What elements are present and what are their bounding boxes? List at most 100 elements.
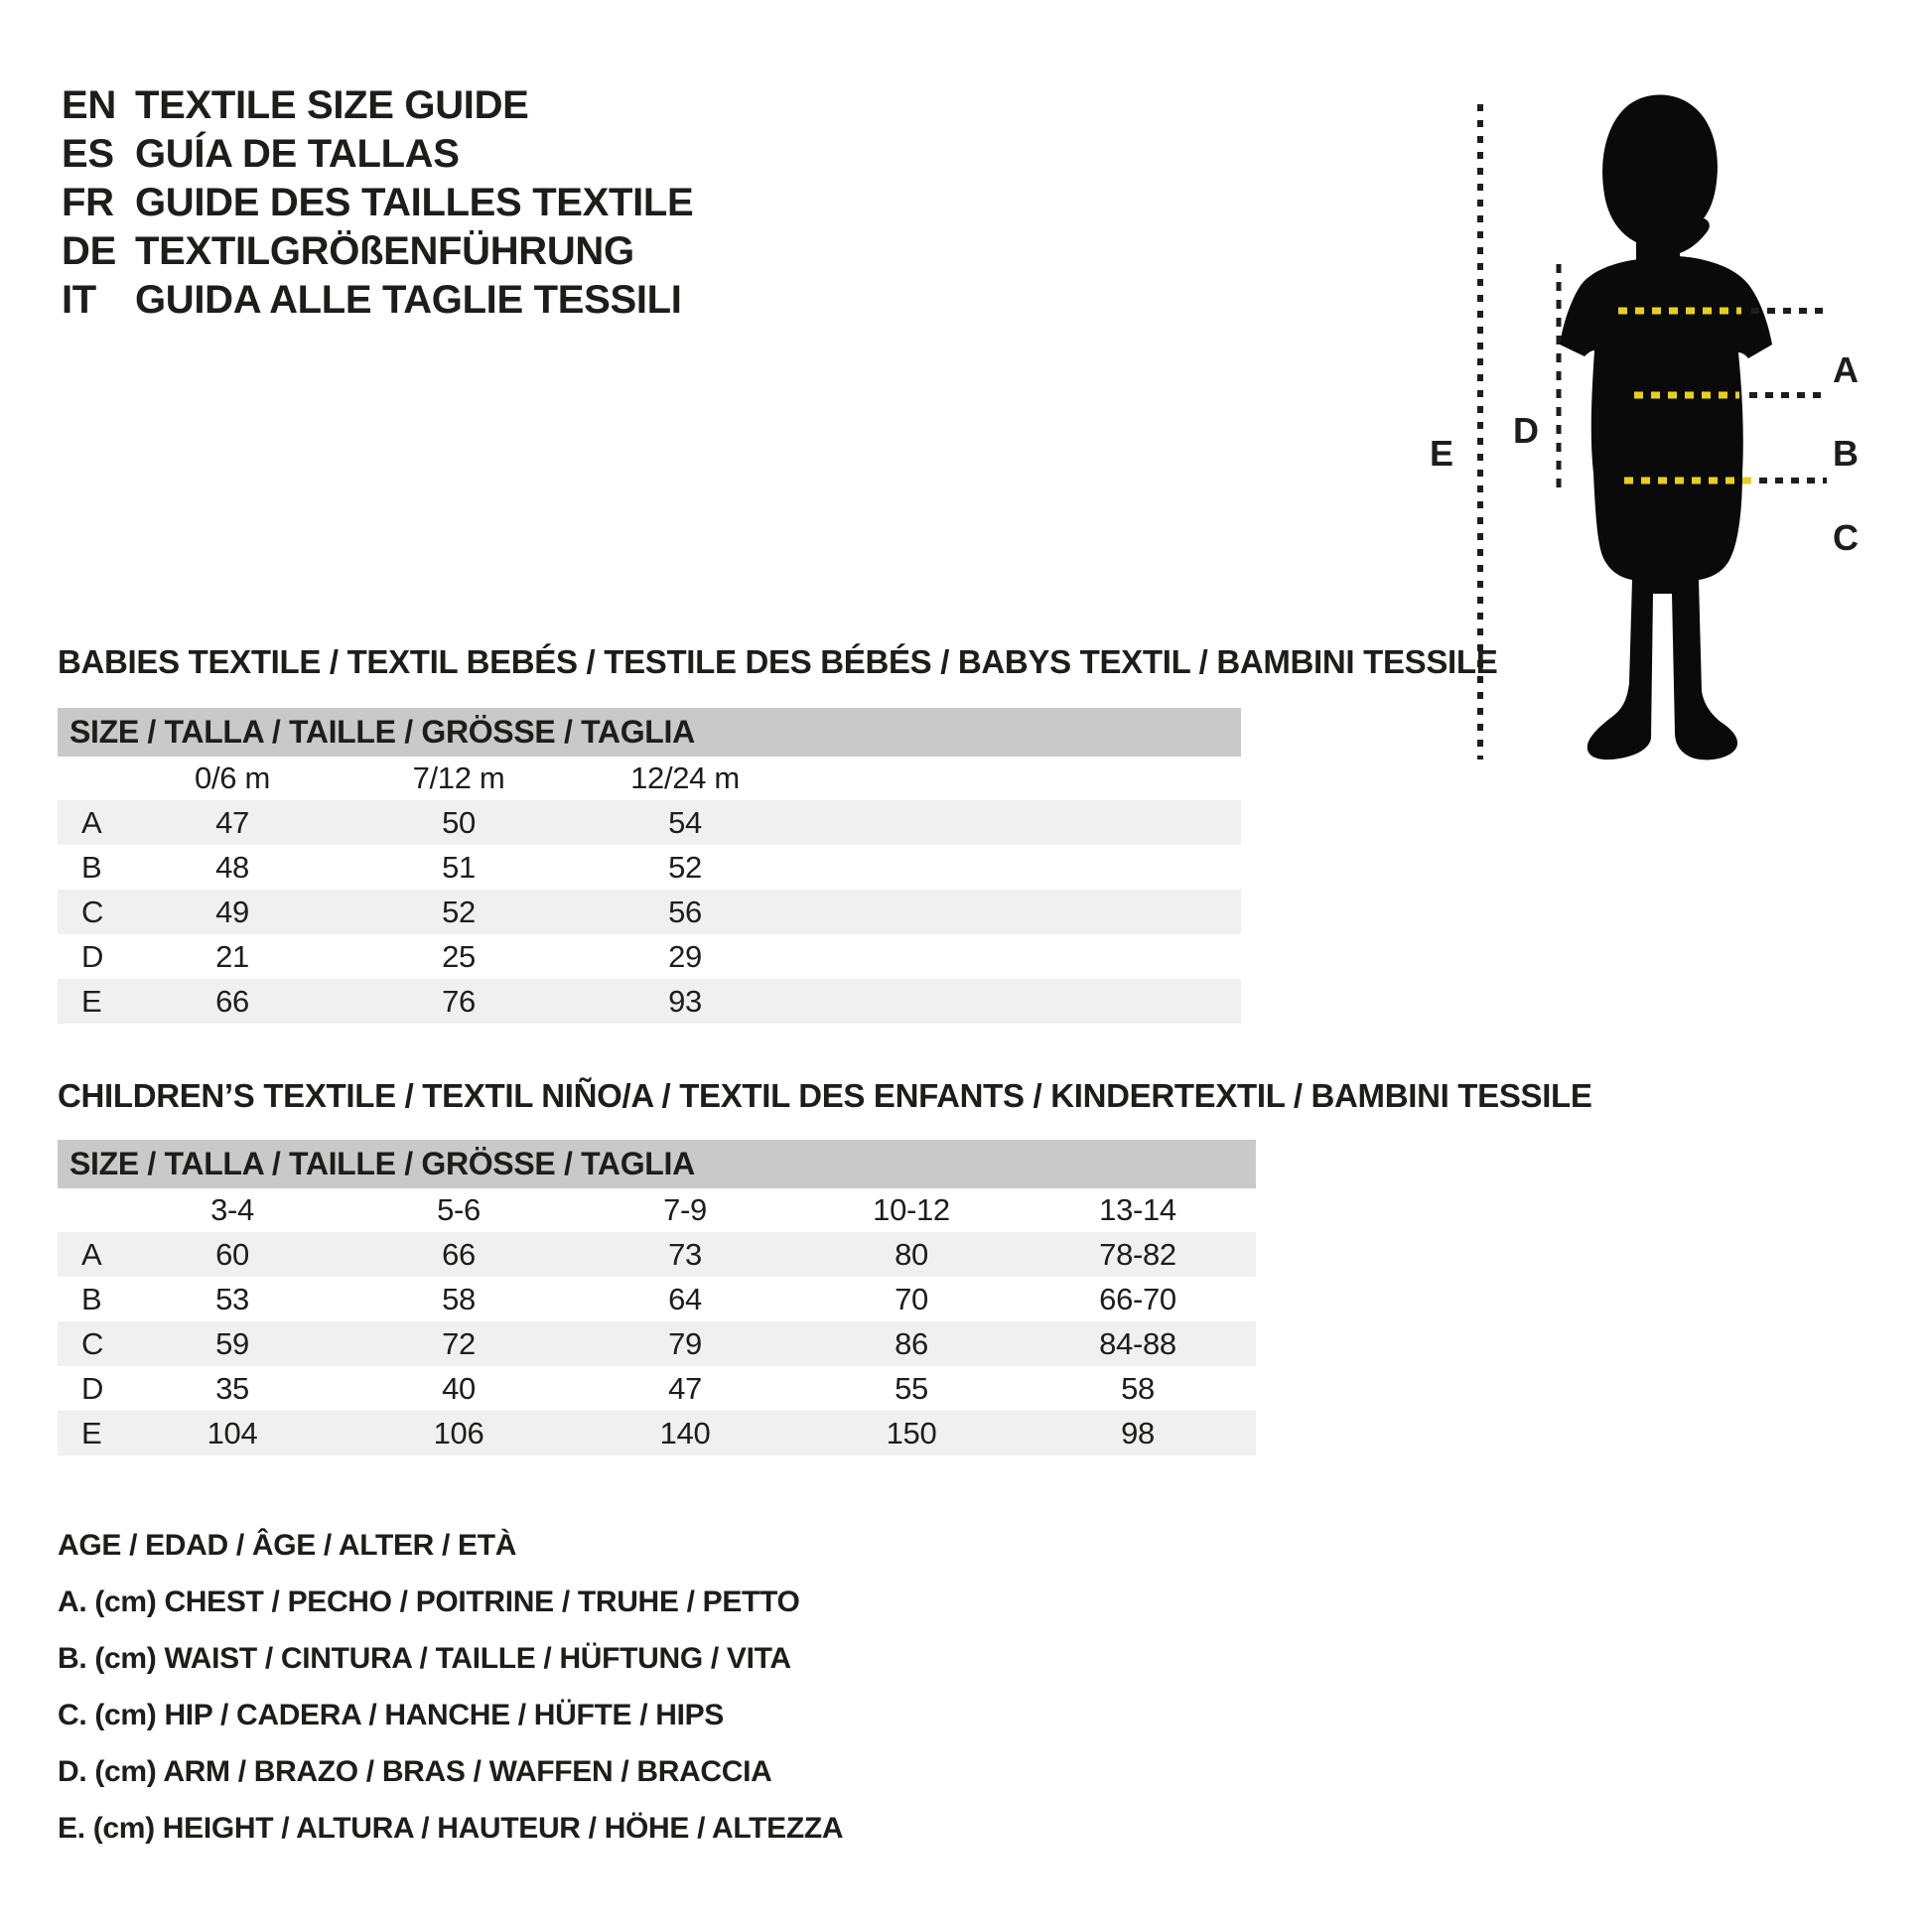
- language-title: GUÍA DE TALLAS: [135, 132, 460, 176]
- table-cell: 80: [895, 1236, 928, 1272]
- height-measure-label: E: [1430, 433, 1453, 474]
- table-cell: 51: [442, 849, 476, 885]
- table-cell: 150: [886, 1415, 937, 1450]
- language-title: TEXTILE SIZE GUIDE: [135, 83, 529, 127]
- babies-size-table: SIZE / TALLA / TAILLE / GRÖSSE / TAGLIA …: [58, 708, 1241, 1024]
- table-row: C 59 72 79 86 84-88: [58, 1321, 1256, 1366]
- row-label: B: [81, 849, 102, 885]
- table-cell: 60: [215, 1236, 249, 1272]
- table-row: D 35 40 47 55 58: [58, 1366, 1256, 1411]
- table-cell: 93: [668, 983, 702, 1019]
- language-code: ES: [62, 132, 114, 176]
- language-code: FR: [62, 181, 114, 224]
- column-header: 0/6 m: [195, 760, 270, 795]
- child-silhouette-icon: [1477, 94, 1827, 760]
- language-title: GUIDE DES TAILLES TEXTILE: [135, 181, 694, 224]
- language-header: EN TEXTILE SIZE GUIDE ES GUÍA DE TALLAS …: [62, 81, 694, 325]
- table-cell: 59: [215, 1325, 249, 1361]
- column-header: 10-12: [873, 1192, 950, 1227]
- measurement-diagram: A B C D E: [1410, 60, 1932, 834]
- babies-column-header-row: 0/6 m 7/12 m 12/24 m: [58, 757, 1241, 800]
- legend-age-line: AGE / EDAD / ÂGE / ALTER / ETÀ: [58, 1528, 517, 1562]
- table-cell: 52: [668, 849, 702, 885]
- language-row: DE TEXTILGRÖßENFÜHRUNG: [62, 227, 693, 276]
- language-code: IT: [62, 278, 96, 322]
- table-cell: 25: [442, 938, 476, 974]
- table-cell: 58: [442, 1281, 476, 1316]
- legend-hip-line: C. (cm) HIP / CADERA / HANCHE / HÜFTE / …: [58, 1698, 724, 1731]
- row-label: E: [81, 983, 102, 1019]
- language-row: FR GUIDE DES TAILLES TEXTILE: [62, 179, 694, 227]
- table-cell: 79: [668, 1325, 702, 1361]
- language-title: TEXTILGRÖßENFÜHRUNG: [135, 229, 634, 273]
- table-cell: 40: [442, 1370, 476, 1406]
- table-cell: 47: [215, 804, 249, 840]
- arm-measure-label: D: [1513, 410, 1539, 451]
- table-cell: 72: [442, 1325, 476, 1361]
- table-cell: 84-88: [1099, 1325, 1176, 1361]
- children-size-header-bar: SIZE / TALLA / TAILLE / GRÖSSE / TAGLIA: [58, 1140, 1256, 1188]
- language-code: DE: [62, 229, 116, 273]
- row-label: D: [81, 938, 104, 974]
- table-cell: 66-70: [1099, 1281, 1176, 1316]
- column-header: 12/24 m: [630, 760, 740, 795]
- babies-size-header-bar: SIZE / TALLA / TAILLE / GRÖSSE / TAGLIA: [58, 708, 1241, 757]
- table-row: C 49 52 56: [58, 890, 1241, 934]
- table-cell: 73: [668, 1236, 702, 1272]
- language-row: EN TEXTILE SIZE GUIDE: [62, 81, 693, 130]
- column-header: 5-6: [437, 1192, 481, 1227]
- row-label: A: [81, 1236, 102, 1272]
- table-row: A 60 66 73 80 78-82: [58, 1232, 1256, 1277]
- table-cell: 54: [668, 804, 702, 840]
- table-cell: 140: [659, 1415, 711, 1450]
- table-cell: 29: [668, 938, 702, 974]
- language-row: IT GUIDA ALLE TAGLIE TESSILI: [62, 276, 693, 325]
- table-row: E 104 106 140 150 98: [58, 1411, 1256, 1455]
- babies-section-title: BABIES TEXTILE / TEXTIL BEBÉS / TESTILE …: [58, 643, 1498, 680]
- children-section-title: CHILDREN’S TEXTILE / TEXTIL NIÑO/A / TEX…: [58, 1077, 1592, 1114]
- row-label: C: [81, 894, 104, 929]
- table-cell: 86: [895, 1325, 928, 1361]
- row-label: C: [81, 1325, 104, 1361]
- table-cell: 47: [668, 1370, 702, 1406]
- waist-measure-label: B: [1833, 433, 1859, 474]
- legend-chest-line: A. (cm) CHEST / PECHO / POITRINE / TRUHE…: [58, 1585, 800, 1618]
- table-cell: 64: [668, 1281, 702, 1316]
- table-cell: 35: [215, 1370, 249, 1406]
- table-cell: 49: [215, 894, 249, 929]
- table-row: B 53 58 64 70 66-70: [58, 1277, 1256, 1321]
- silhouette-head: [1602, 94, 1718, 269]
- row-label: D: [81, 1370, 104, 1406]
- hip-measure-label: C: [1833, 517, 1859, 558]
- legend-height-line: E. (cm) HEIGHT / ALTURA / HAUTEUR / HÖHE…: [58, 1811, 844, 1845]
- column-header: 3-4: [210, 1192, 254, 1227]
- table-cell: 55: [895, 1370, 928, 1406]
- silhouette-body: [1560, 256, 1772, 760]
- row-label: E: [81, 1415, 102, 1450]
- column-header: 7/12 m: [412, 760, 505, 795]
- table-cell: 52: [442, 894, 476, 929]
- table-cell: 66: [442, 1236, 476, 1272]
- table-cell: 106: [433, 1415, 484, 1450]
- table-row: A 47 50 54: [58, 800, 1241, 845]
- table-row: B 48 51 52: [58, 845, 1241, 890]
- row-label: A: [81, 804, 102, 840]
- column-header: 13-14: [1099, 1192, 1176, 1227]
- legend-arm-line: D. (cm) ARM / BRAZO / BRAS / WAFFEN / BR…: [58, 1754, 772, 1788]
- table-row: E 66 76 93: [58, 979, 1241, 1024]
- children-column-header-row: 3-4 5-6 7-9 10-12 13-14: [58, 1188, 1256, 1232]
- table-cell: 21: [215, 938, 249, 974]
- table-cell: 78-82: [1099, 1236, 1176, 1272]
- table-cell: 104: [207, 1415, 258, 1450]
- table-cell: 76: [442, 983, 476, 1019]
- row-label: B: [81, 1281, 102, 1316]
- table-cell: 70: [895, 1281, 928, 1316]
- chest-measure-label: A: [1833, 349, 1859, 390]
- language-code: EN: [62, 83, 116, 127]
- table-cell: 58: [1121, 1370, 1155, 1406]
- language-row: ES GUÍA DE TALLAS: [62, 130, 693, 179]
- table-cell: 53: [215, 1281, 249, 1316]
- measurement-legend: AGE / EDAD / ÂGE / ALTER / ETÀ A. (cm) C…: [58, 1517, 844, 1857]
- table-cell: 48: [215, 849, 249, 885]
